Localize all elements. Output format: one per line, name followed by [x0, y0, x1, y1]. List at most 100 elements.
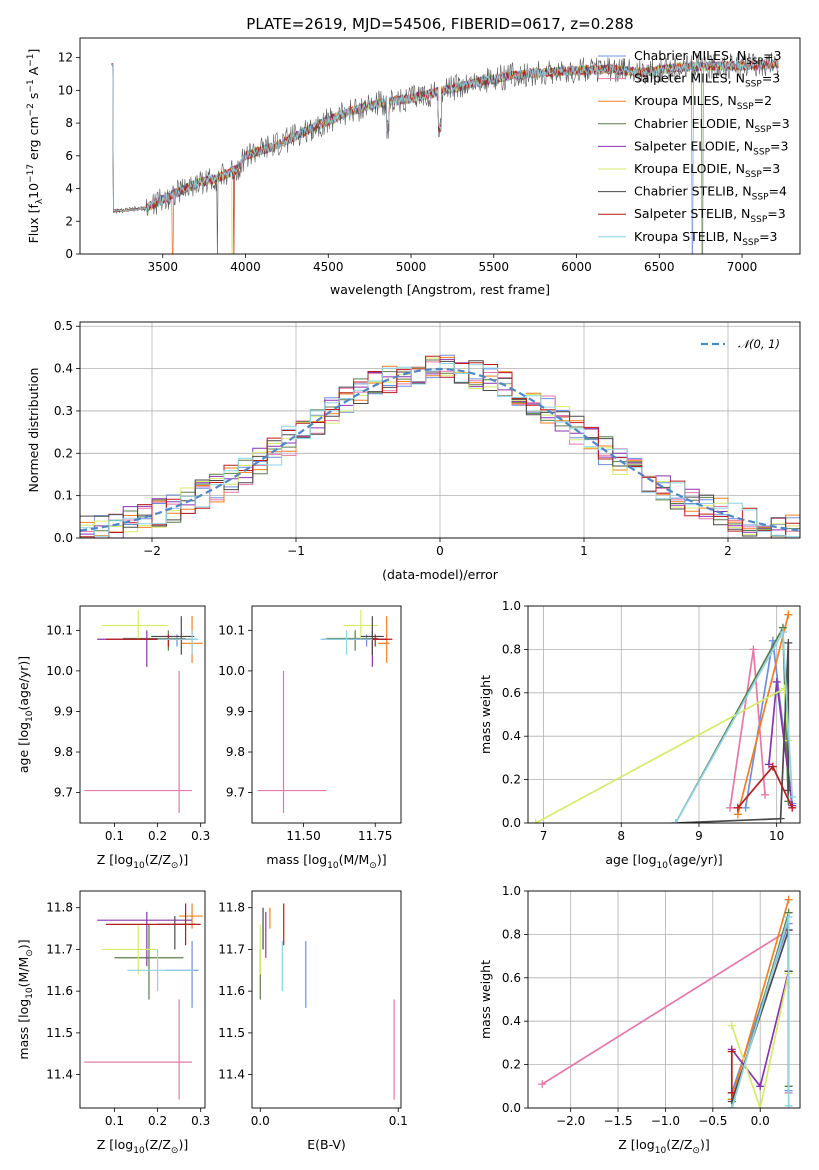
weight-marker-salpeter_miles — [538, 1080, 547, 1089]
x-tick-label: 0.3 — [191, 1114, 210, 1128]
age_vs_mass-x-label-part: )] — [377, 852, 387, 867]
age_vs_z-x-label-part: ⊙ — [171, 861, 179, 871]
mass_vs_z-y-label-part: (M/M — [16, 957, 31, 988]
legend-label-salpeter_miles-part: =3 — [762, 71, 780, 86]
age_vs_mass-x-label-part: mass [log — [266, 852, 327, 867]
age_vs_z-x-label-part: Z [log — [97, 852, 133, 867]
x-tick-label: 4000 — [230, 260, 261, 274]
y-tick-label: 1.0 — [502, 884, 521, 898]
mass_weight_vs_z-y-label: mass weight — [478, 960, 493, 1039]
mass_weight_vs_z-x-label-part: 10 — [655, 1146, 667, 1156]
weight-marker-kroupa_elodie — [727, 1021, 736, 1030]
weight-marker-salpeter_miles — [761, 790, 770, 799]
y-tick-label: 9.8 — [54, 745, 73, 759]
weight-line-kroupa_elodie — [730, 973, 790, 1108]
x-tick-label: 0.1 — [105, 1114, 124, 1128]
mass_vs_z-y-label-part: )] — [16, 939, 31, 949]
y-tick-label: 8 — [65, 116, 73, 130]
weight-marker-kroupa_stelib — [784, 913, 793, 922]
y-tick-label: 11.7 — [46, 942, 73, 956]
residuals-x-label: (data-model)/error — [382, 567, 499, 582]
age_vs_mass-frame — [251, 605, 402, 824]
age_vs_mass-x-label: mass [log10(M/M⊙)] — [266, 852, 386, 871]
y-tick-label: 1.0 — [502, 599, 521, 613]
legend-label-salpeter_elodie-part: =3 — [770, 138, 788, 153]
age_vs_z-y-label: age [log10(age/yr)] — [16, 656, 35, 773]
mass_vs_z-y-label-part: 10 — [25, 987, 35, 999]
x-tick-label: 11.75 — [358, 829, 392, 843]
spectrum-y-label-part: ] — [26, 49, 41, 54]
spectrum-frame — [79, 37, 801, 255]
legend-label-salpeter_miles: Salpeter MILES, NSSP=3 — [634, 71, 780, 90]
spectrum-y-label-part: Flux [f — [26, 204, 41, 244]
weight-marker-kroupa_miles — [784, 895, 793, 904]
legend-label-chabrier_stelib: Chabrier STELIB, NSSP=4 — [634, 184, 787, 203]
mass_weight_vs_z-x-label-part: ⊙ — [692, 1146, 700, 1156]
legend-label-normal: 𝒩(0, 1) — [738, 337, 780, 351]
histogram-chabrier_stelib — [80, 360, 800, 538]
legend-label-kroupa_miles-part: Kroupa MILES, N — [634, 93, 737, 108]
age_vs_mass-x-label-part: (M/M — [339, 852, 370, 867]
age_vs_z-x-label: Z [log10(Z/Z⊙)] — [97, 852, 188, 871]
mass_weight_vs_age-x-label-part: age [log — [605, 852, 656, 867]
y-tick-label: 11.7 — [218, 942, 245, 956]
y-tick-label: 11.8 — [218, 901, 245, 915]
y-tick-label: 0 — [65, 247, 73, 261]
spectrum-y-label-part: 10 — [26, 183, 41, 199]
x-tick-label: 11.50 — [286, 829, 320, 843]
x-tick-label: 3500 — [147, 260, 178, 274]
x-tick-label: 8 — [617, 829, 625, 843]
y-tick-label: 10 — [58, 83, 73, 97]
x-tick-label: 5500 — [479, 260, 510, 274]
y-tick-label: 9.7 — [226, 786, 245, 800]
y-tick-label: 10.0 — [218, 664, 245, 678]
y-tick-label: 0.3 — [54, 404, 73, 418]
mass_vs_z-y-label-part: mass [log — [16, 999, 31, 1060]
mass_weight_vs_age-frame — [527, 605, 801, 824]
x-tick-label: 0.3 — [191, 829, 210, 843]
legend-label-kroupa_stelib-part: Kroupa STELIB, N — [634, 229, 742, 244]
weight-line-kroupa_miles — [730, 899, 790, 1100]
y-tick-label: 0.1 — [54, 489, 73, 503]
spectrum-y-label-part: −1 — [26, 79, 36, 92]
mass_weight_vs_age-x-label-part: 10 — [657, 861, 669, 871]
spectrum-y-label-part: erg cm — [26, 116, 41, 164]
legend-label-chabrier_miles-part: SSP — [746, 57, 763, 67]
weight-marker-kroupa_stelib — [727, 1104, 736, 1108]
spectrum-y-label-part: −1 — [26, 54, 36, 67]
mass_weight_vs_z-frame — [527, 890, 801, 1109]
y-tick-label: 0.2 — [502, 1058, 521, 1072]
weight-marker-salpeter_stelib — [727, 1047, 736, 1056]
y-tick-label: 2 — [65, 214, 73, 228]
mass_vs_z-y-label: mass [log10(M/M⊙)] — [16, 939, 35, 1059]
legend-label-salpeter_elodie-part: SSP — [753, 147, 770, 157]
weight-marker-salpeter_miles — [749, 645, 758, 654]
legend-label-kroupa_miles: Kroupa MILES, NSSP=2 — [634, 93, 772, 112]
x-tick-label: 0.0 — [251, 1114, 270, 1128]
weight-marker-chabrier_stelib — [784, 638, 793, 647]
mass_vs_z-x-label-part: Z [log — [97, 1137, 133, 1152]
weight-marker-salpeter_stelib — [768, 762, 777, 771]
mass_vs_z-y-label-part: ⊙ — [25, 949, 35, 957]
spectrum-y-label-part: −17 — [26, 164, 36, 183]
y-tick-label: 12 — [58, 51, 73, 65]
x-tick-label: −1 — [287, 544, 305, 558]
mass_vs_ebv-axes: 0.0 0.1 11.4 11.5 11.6 11.7 11.8 — [218, 901, 408, 1128]
age_vs_z-x-label-part: 10 — [133, 861, 145, 871]
spectrum-y-label-part: s — [26, 93, 41, 104]
weight-line-kroupa_miles — [736, 614, 790, 815]
age_vs_mass-x-label-part: ⊙ — [369, 861, 377, 871]
y-tick-label: 11.4 — [218, 1068, 245, 1082]
weight-marker-salpeter_elodie — [756, 1082, 765, 1091]
x-tick-label: 0.2 — [148, 1114, 167, 1128]
legend-label-chabrier_elodie-part: SSP — [754, 125, 771, 135]
y-tick-label: 4 — [65, 182, 73, 196]
legend-label-salpeter_elodie-part: Salpeter ELODIE, N — [634, 138, 753, 153]
x-tick-label: 10 — [769, 829, 784, 843]
weight-marker-salpeter_elodie — [772, 677, 781, 686]
mass_weight_vs_age-plot — [531, 610, 797, 823]
legend-label-kroupa_miles-part: =2 — [754, 93, 772, 108]
x-tick-label: 6500 — [644, 260, 675, 274]
x-tick-label: 0.0 — [751, 1114, 770, 1128]
x-tick-label: 7000 — [727, 260, 758, 274]
